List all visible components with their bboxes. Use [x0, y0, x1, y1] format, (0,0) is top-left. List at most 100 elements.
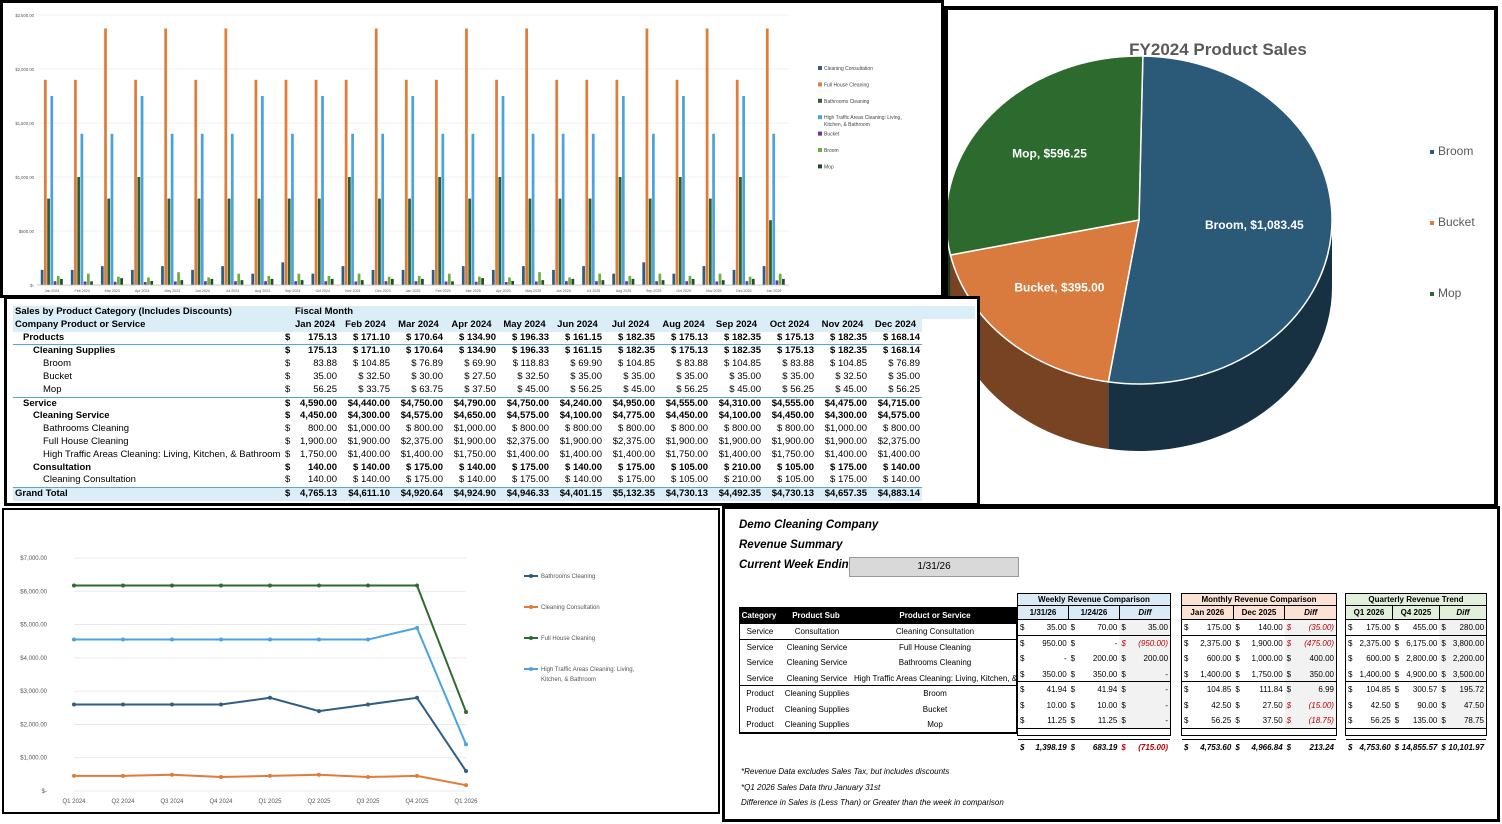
bar-high-traffic-areas-cleaning-living-kitchen-bathroom	[140, 96, 144, 285]
bar-bucket	[264, 281, 267, 285]
currency-symbol: $	[1348, 638, 1353, 648]
currency-symbol: $	[1235, 685, 1240, 694]
bar-chart-panel[interactable]: $- $500.00 $1,000.00 $1,500.00 $2,000.00 $2,5…	[0, 0, 944, 298]
bar-bucket	[204, 281, 207, 285]
currency-symbol: $	[1121, 654, 1126, 663]
table-cell: $2,375.00	[877, 435, 920, 447]
currency-symbol: $	[1286, 743, 1292, 752]
bar-bucket	[655, 281, 658, 285]
table-cell: $1,400.00	[718, 448, 761, 460]
line-point-full-house-cleaning	[72, 583, 76, 588]
bar-bathrooms-cleaning	[287, 198, 291, 285]
row-sub-category: Cleaning Service	[786, 642, 848, 652]
bar-x-tick-label: Jan 2026	[767, 289, 782, 293]
bar-cleaning-consultation	[70, 269, 74, 285]
bar-broom	[568, 277, 571, 285]
currency-symbol: $	[1286, 638, 1292, 648]
currency-symbol: $	[1394, 685, 1400, 694]
line-chart-panel[interactable]: $- $1,000.00 $2,000.00 $3,000.00 $4,000.00 $5…	[2, 508, 720, 814]
bar-high-traffic-areas-cleaning-living-kitchen-bathroom	[531, 133, 535, 285]
bar-cleaning-consultation	[431, 269, 435, 285]
sales-table-panel[interactable]: Sales by Product Category (Includes Disc…	[4, 296, 980, 506]
table-cell: $ 30.00	[411, 370, 443, 382]
total-value: 10,101.97	[1448, 743, 1485, 752]
bar-mop	[330, 278, 334, 285]
line-point-cleaning-consultation	[268, 773, 272, 778]
bar-x-tick-label: Apr 2025	[496, 289, 511, 293]
line-legend-dot-high-traffic-areas-cleaning-living-kitchen-bathroom	[529, 667, 533, 671]
currency-symbol: $	[1441, 623, 1446, 632]
table-cell: $ 140.00	[353, 461, 390, 473]
revenue-value-row: $ - $200.00 $200.00	[1018, 651, 1171, 667]
bar-x-tick-label: Jul 2025	[587, 289, 601, 293]
bar-full-house-cleaning	[254, 79, 258, 285]
table-cell: $1,400.00	[347, 448, 390, 460]
table-cell: $4,450.00	[665, 410, 708, 422]
line-point-high-traffic-areas-cleaning-living-kitchen-bathroom	[72, 637, 76, 642]
bar-mop	[390, 278, 394, 285]
bar-mop	[751, 278, 755, 285]
table-cell: $ 161.15	[551, 331, 604, 346]
revenue-cell: $104.85	[1346, 682, 1393, 698]
legend-label-mop: Mop	[824, 164, 834, 170]
table-cell: $1,400.00	[559, 448, 602, 460]
revenue-summary-panel[interactable]: Demo Cleaning Company Revenue Summary Cu…	[722, 506, 1500, 822]
currency-symbol: $	[1348, 669, 1353, 679]
revenue-value: 3,800.00	[1452, 638, 1485, 648]
bar-full-house-cleaning	[314, 79, 318, 285]
bar-y-tick-label: $-	[30, 283, 34, 288]
current-week-input[interactable]: 1/31/26	[849, 557, 1019, 577]
table-cell: $ 175.13	[763, 331, 816, 346]
revenue-cell: $78.75	[1439, 713, 1487, 728]
table-cell: $4,492.35	[710, 487, 763, 501]
line-y-tick-label: $1,000.00	[20, 756, 47, 762]
revenue-cell: $104.85	[1182, 682, 1233, 698]
table-cell: $ 105.00	[777, 474, 814, 486]
table-cell: $ 210.00	[724, 461, 761, 473]
line-point-bathrooms-cleaning	[268, 695, 272, 700]
revenue-value: 175.00	[1366, 623, 1391, 632]
line-legend-full-house-cleaning: Full House Cleaning	[541, 636, 595, 642]
bar-cleaning-consultation	[491, 269, 495, 285]
currency-symbol: $	[1286, 623, 1292, 632]
currency-symbol: $	[1020, 685, 1025, 694]
row-sub-category: Cleaning Supplies	[784, 689, 850, 698]
revenue-cell: $ -	[1119, 697, 1171, 713]
revenue-value: 11.25	[1047, 716, 1067, 725]
revenue-value: 6,175.00	[1406, 638, 1438, 648]
total-value: 4,753.60	[1359, 743, 1391, 752]
table-cell: $ 800.00	[883, 423, 920, 435]
legend-label-broom: Broom	[824, 148, 839, 154]
revenue-value: (15.00)	[1308, 700, 1334, 710]
bar-full-house-cleaning	[555, 79, 559, 285]
row-label: Grand Total	[13, 487, 283, 501]
revenue-label-row: Product Cleaning Supplies Mop	[740, 717, 1016, 733]
total-cell: $4,753.60	[1346, 740, 1393, 755]
table-cell: $4,611.10	[339, 487, 392, 501]
table-cell: 1,750.00	[300, 448, 337, 460]
table-cell: $ 45.00	[816, 383, 869, 398]
pie-chart-panel[interactable]: FY2024 Product Sales Broom, $1,083.45 Buc…	[944, 6, 1498, 508]
revenue-value-row: $35.00 $70.00 $35.00	[1018, 620, 1171, 636]
row-label: Consultation	[33, 461, 92, 473]
table-cell: $ 175.00	[618, 461, 655, 473]
currency-symbol: $	[1121, 743, 1126, 752]
bar-broom	[237, 273, 241, 285]
currency-symbol: $	[1441, 654, 1446, 663]
revenue-value-row: $56.25 $135.00 $78.75	[1346, 713, 1487, 729]
revenue-value: 400.00	[1309, 654, 1334, 663]
revenue-value: 350.00	[1042, 669, 1067, 679]
col-category: Category	[741, 611, 777, 620]
bar-bathrooms-cleaning	[558, 198, 562, 285]
row-product: High Traffic Areas Cleaning: Living, Kit…	[854, 673, 1016, 683]
table-cell: $2,375.00	[612, 435, 655, 447]
revenue-value: -	[1114, 638, 1118, 648]
revenue-value: 6.99	[1318, 685, 1334, 694]
bar-broom	[327, 275, 331, 285]
bar-broom	[177, 272, 180, 285]
table-cell: $ 134.90	[445, 331, 498, 346]
row-label: Full House Cleaning	[43, 435, 129, 447]
currency-symbol: $	[1235, 743, 1240, 752]
bar-mop	[210, 278, 214, 285]
bar-broom	[357, 273, 361, 285]
